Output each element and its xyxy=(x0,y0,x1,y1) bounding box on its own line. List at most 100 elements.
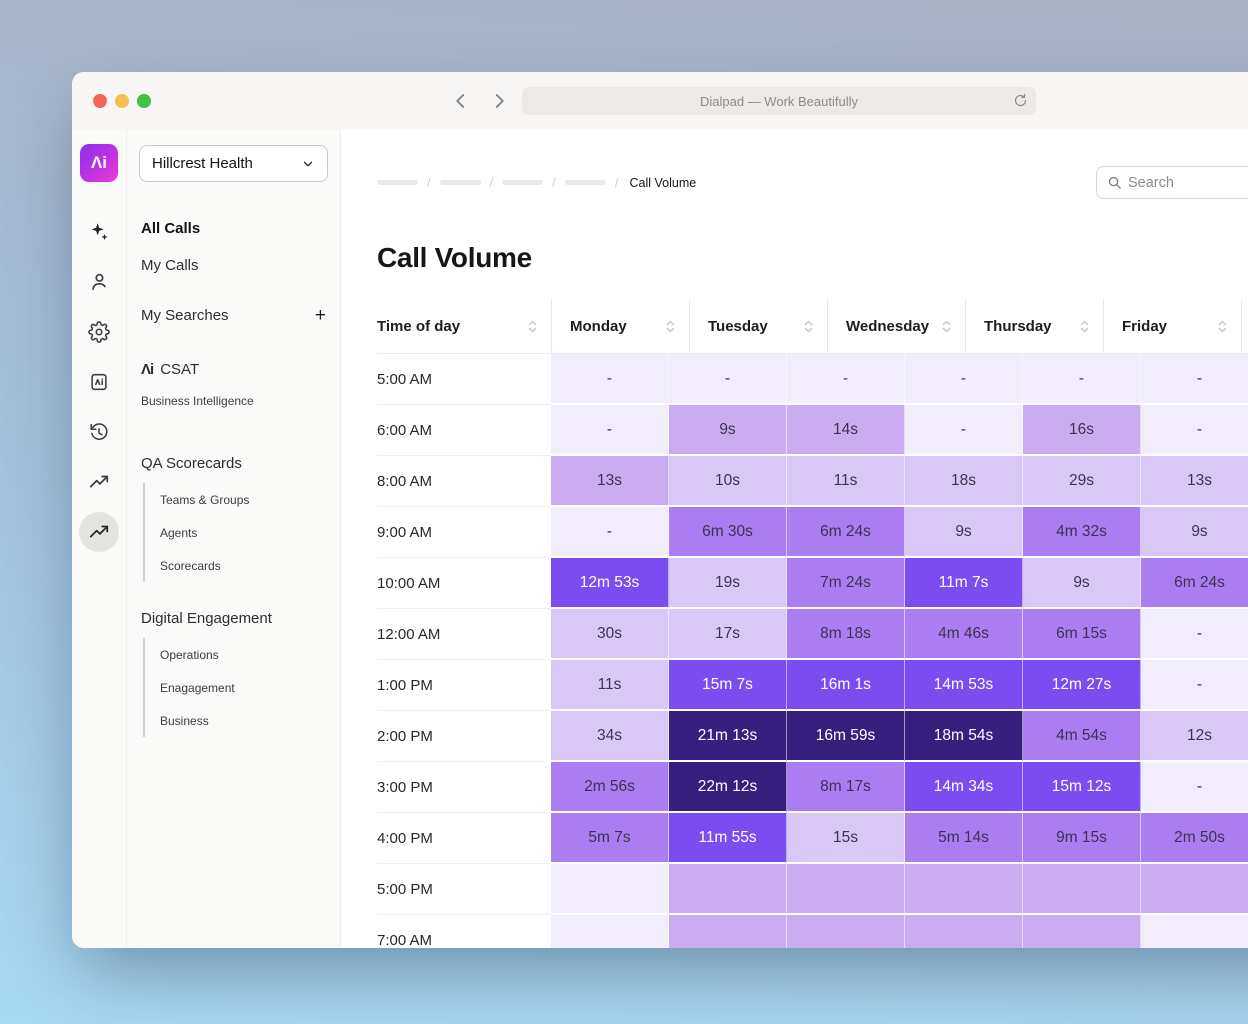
sidebar-section-digital-engagement[interactable]: Digital Engagement xyxy=(141,609,272,627)
address-bar[interactable]: Dialpad — Work Beautifully xyxy=(522,87,1036,115)
heatmap-cell[interactable]: - xyxy=(905,354,1023,405)
heatmap-cell[interactable] xyxy=(1023,915,1141,948)
sort-icon[interactable] xyxy=(527,318,538,335)
column-header-friday[interactable]: Friday xyxy=(1103,300,1241,353)
heatmap-cell[interactable]: 8m 18s xyxy=(787,609,905,660)
heatmap-cell[interactable]: 34s xyxy=(551,711,669,762)
heatmap-cell[interactable] xyxy=(1141,915,1248,948)
ai-sparkles-icon[interactable] xyxy=(79,212,119,252)
sidebar-item-agents[interactable]: Agents xyxy=(160,525,198,540)
heatmap-cell[interactable]: - xyxy=(551,354,669,405)
heatmap-cell[interactable]: 11s xyxy=(551,660,669,711)
trending-up-icon[interactable] xyxy=(79,462,119,502)
heatmap-cell[interactable]: 14m 34s xyxy=(905,762,1023,813)
heatmap-cell[interactable]: 21m 13s xyxy=(669,711,787,762)
heatmap-cell[interactable] xyxy=(551,864,669,915)
heatmap-cell[interactable]: 11s xyxy=(787,456,905,507)
heatmap-cell[interactable]: 14m 53s xyxy=(905,660,1023,711)
heatmap-cell[interactable]: 12s xyxy=(1141,711,1248,762)
column-header-tuesday[interactable]: Tuesday xyxy=(689,300,827,353)
ai-notes-icon[interactable] xyxy=(79,362,119,402)
heatmap-cell[interactable]: - xyxy=(1141,609,1248,660)
heatmap-cell[interactable]: 6m 15s xyxy=(1023,609,1141,660)
sidebar-item-all-calls[interactable]: All Calls xyxy=(141,219,201,237)
heatmap-cell[interactable]: 29s xyxy=(1023,456,1141,507)
heatmap-cell[interactable]: 15m 7s xyxy=(669,660,787,711)
heatmap-cell[interactable]: 22m 12s xyxy=(669,762,787,813)
sort-icon[interactable] xyxy=(1217,318,1228,335)
column-header-time[interactable]: Time of day xyxy=(377,300,551,353)
settings-icon[interactable] xyxy=(79,312,119,352)
heatmap-cell[interactable]: 13s xyxy=(551,456,669,507)
sort-icon[interactable] xyxy=(1079,318,1090,335)
forward-icon[interactable] xyxy=(486,88,512,114)
heatmap-cell[interactable]: 6m 24s xyxy=(1141,558,1248,609)
heatmap-cell[interactable] xyxy=(1023,864,1141,915)
heatmap-cell[interactable]: 9s xyxy=(669,405,787,456)
heatmap-cell[interactable]: 19s xyxy=(669,558,787,609)
heatmap-cell[interactable]: 2m 50s xyxy=(1141,813,1248,864)
sidebar-item-my-calls[interactable]: My Calls xyxy=(141,256,199,274)
heatmap-cell[interactable]: 5m 7s xyxy=(551,813,669,864)
heatmap-cell[interactable] xyxy=(787,864,905,915)
org-selector[interactable]: Hillcrest Health xyxy=(139,145,328,182)
sidebar-item-teams-groups[interactable]: Teams & Groups xyxy=(160,492,250,507)
contacts-icon[interactable] xyxy=(79,262,119,302)
heatmap-cell[interactable]: - xyxy=(787,354,905,405)
history-icon[interactable] xyxy=(79,412,119,452)
sidebar-section-qa-scorecards[interactable]: QA Scorecards xyxy=(141,454,242,472)
heatmap-cell[interactable]: 30s xyxy=(551,609,669,660)
heatmap-cell[interactable]: 9s xyxy=(1141,507,1248,558)
heatmap-cell[interactable]: - xyxy=(1141,660,1248,711)
heatmap-cell[interactable]: 9s xyxy=(905,507,1023,558)
heatmap-cell[interactable]: 6m 30s xyxy=(669,507,787,558)
heatmap-cell[interactable]: 15s xyxy=(787,813,905,864)
heatmap-cell[interactable]: - xyxy=(551,405,669,456)
sidebar-item-my-searches[interactable]: My Searches xyxy=(141,306,229,324)
dialpad-ai-logo[interactable]: Λi xyxy=(80,144,118,182)
heatmap-cell[interactable]: 2m 56s xyxy=(551,762,669,813)
close-window-icon[interactable] xyxy=(93,94,107,108)
heatmap-cell[interactable]: - xyxy=(1141,405,1248,456)
heatmap-cell[interactable]: - xyxy=(905,405,1023,456)
sidebar-item-business-intelligence[interactable]: Business Intelligence xyxy=(141,394,254,408)
sidebar-item-scorecards[interactable]: Scorecards xyxy=(160,558,221,573)
heatmap-cell[interactable]: - xyxy=(1141,354,1248,405)
analytics-trend-icon[interactable] xyxy=(79,512,119,552)
add-search-button[interactable]: + xyxy=(314,304,326,326)
heatmap-cell[interactable]: 4m 32s xyxy=(1023,507,1141,558)
heatmap-cell[interactable]: 10s xyxy=(669,456,787,507)
zoom-window-icon[interactable] xyxy=(137,94,151,108)
heatmap-cell[interactable]: 14s xyxy=(787,405,905,456)
heatmap-cell[interactable]: 16m 1s xyxy=(787,660,905,711)
heatmap-cell[interactable]: 13s xyxy=(1141,456,1248,507)
heatmap-cell[interactable]: 8m 17s xyxy=(787,762,905,813)
heatmap-cell[interactable] xyxy=(905,915,1023,948)
minimize-window-icon[interactable] xyxy=(115,94,129,108)
heatmap-cell[interactable]: - xyxy=(551,507,669,558)
heatmap-cell[interactable]: 18m 54s xyxy=(905,711,1023,762)
heatmap-cell[interactable]: 11m 55s xyxy=(669,813,787,864)
heatmap-cell[interactable]: 11m 7s xyxy=(905,558,1023,609)
column-header-thursday[interactable]: Thursday xyxy=(965,300,1103,353)
sidebar-item-operations[interactable]: Operations xyxy=(160,647,219,662)
heatmap-cell[interactable]: 16m 59s xyxy=(787,711,905,762)
sort-icon[interactable] xyxy=(803,318,814,335)
search-input[interactable] xyxy=(1128,174,1248,191)
back-icon[interactable] xyxy=(448,88,474,114)
heatmap-cell[interactable]: 6m 24s xyxy=(787,507,905,558)
heatmap-cell[interactable]: 4m 54s xyxy=(1023,711,1141,762)
column-header-wednesday[interactable]: Wednesday xyxy=(827,300,965,353)
heatmap-cell[interactable] xyxy=(669,864,787,915)
heatmap-cell[interactable]: 7m 24s xyxy=(787,558,905,609)
sidebar-item-enagagement[interactable]: Enagagement xyxy=(160,680,235,695)
sort-icon[interactable] xyxy=(941,318,952,335)
heatmap-cell[interactable]: 4m 46s xyxy=(905,609,1023,660)
heatmap-cell[interactable]: - xyxy=(669,354,787,405)
sidebar-item-csat[interactable]: Λi CSAT xyxy=(141,357,326,381)
heatmap-cell[interactable]: 5m 14s xyxy=(905,813,1023,864)
column-header-monday[interactable]: Monday xyxy=(551,300,689,353)
heatmap-cell[interactable] xyxy=(905,864,1023,915)
heatmap-cell[interactable]: - xyxy=(1141,762,1248,813)
sort-icon[interactable] xyxy=(665,318,676,335)
